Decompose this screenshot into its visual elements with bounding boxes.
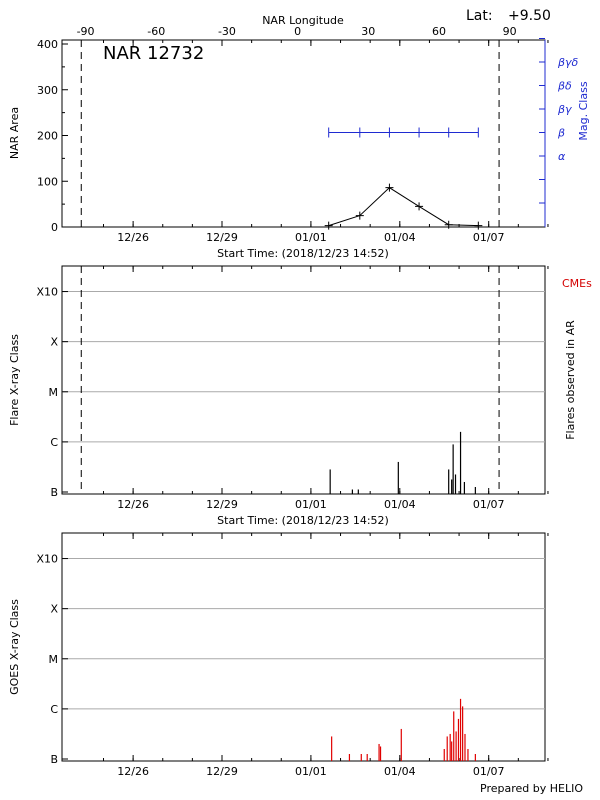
mag-axis-label: Mag. Class xyxy=(577,81,590,140)
y-tick-label: B xyxy=(50,486,58,499)
date-tick-label: 01/07 xyxy=(473,231,505,244)
area-point xyxy=(324,221,333,230)
lon-tick-label: 0 xyxy=(294,25,301,38)
date-tick-label: 01/04 xyxy=(384,231,416,244)
date-tick-label: 12/26 xyxy=(117,231,149,244)
prepared-by-credit: Prepared by HELIO xyxy=(480,782,583,795)
latitude-label: Lat: xyxy=(466,8,493,24)
mag-tick-label: α xyxy=(558,150,566,163)
y-tick-label: C xyxy=(50,703,58,716)
lon-tick-label: -30 xyxy=(218,25,236,38)
plot-frame xyxy=(61,39,546,228)
latitude-value: +9.50 xyxy=(508,8,551,24)
x-axis-label: Start Time: (2018/12/23 14:52) xyxy=(217,514,389,527)
area-point xyxy=(385,183,394,192)
y-tick-label: X xyxy=(50,603,58,616)
lon-tick-label: 90 xyxy=(503,25,517,38)
y-tick-label: 100 xyxy=(37,175,58,188)
x-axis-label: Start Time: (2018/12/23 14:52) xyxy=(217,247,389,260)
flare-class-panel: B C M X X10 Flare X-ray Class 12/26 12/29 01/01 0… xyxy=(8,265,592,527)
y-tick-label: M xyxy=(49,653,59,666)
chart-title: NAR 12732 xyxy=(103,43,204,64)
goes-class-panel: B C M X X10 GOES X-ray Class 12/26 12/29 01/01 01… xyxy=(8,532,549,778)
right-axis-label: Flares observed in AR xyxy=(564,320,577,440)
y-tick-label: 400 xyxy=(37,38,58,51)
mag-tick-label: βγ xyxy=(557,103,572,116)
y-tick-label: C xyxy=(50,436,58,449)
date-tick-label: 01/07 xyxy=(473,498,505,511)
y-tick-label: X xyxy=(50,336,58,349)
mag-tick-label: βδ xyxy=(557,80,572,93)
lon-tick-label: 30 xyxy=(361,25,375,38)
date-tick-label: 01/01 xyxy=(295,231,327,244)
lon-tick-label: 60 xyxy=(432,25,446,38)
area-point xyxy=(444,220,453,229)
date-tick-label: 12/26 xyxy=(117,765,149,778)
y-tick-label: X10 xyxy=(36,286,58,299)
plot-frame xyxy=(61,265,546,495)
date-tick-label: 01/04 xyxy=(384,498,416,511)
area-point xyxy=(474,221,483,230)
date-tick-label: 01/01 xyxy=(295,765,327,778)
lon-tick-label: -90 xyxy=(77,25,95,38)
top-axis-label: NAR Longitude xyxy=(262,14,344,27)
area-point xyxy=(415,202,424,211)
y-axis-label: Flare X-ray Class xyxy=(8,334,21,426)
mag-tick-label: βγδ xyxy=(557,56,579,69)
plot-frame xyxy=(61,532,546,762)
y-tick-label: 0 xyxy=(51,221,58,234)
y-tick-label: X10 xyxy=(36,553,58,566)
area-point xyxy=(355,211,364,220)
cme-label: CMEs xyxy=(562,277,592,290)
date-tick-label: 12/26 xyxy=(117,498,149,511)
date-tick-label: 01/07 xyxy=(473,765,505,778)
y-tick-label: 300 xyxy=(37,84,58,97)
y-axis-label: GOES X-ray Class xyxy=(8,599,21,695)
area-series-line xyxy=(328,187,479,227)
date-tick-label: 01/04 xyxy=(384,765,416,778)
mag-tick-label: β xyxy=(557,127,565,140)
date-tick-label: 12/29 xyxy=(206,231,238,244)
date-tick-label: 12/29 xyxy=(206,498,238,511)
date-tick-label: 01/01 xyxy=(295,498,327,511)
y-tick-label: 200 xyxy=(37,130,58,143)
lon-tick-label: -60 xyxy=(147,25,165,38)
y-axis-label: NAR Area xyxy=(8,107,21,159)
date-tick-label: 12/29 xyxy=(206,765,238,778)
y-tick-label: M xyxy=(49,386,59,399)
y-tick-label: B xyxy=(50,753,58,766)
